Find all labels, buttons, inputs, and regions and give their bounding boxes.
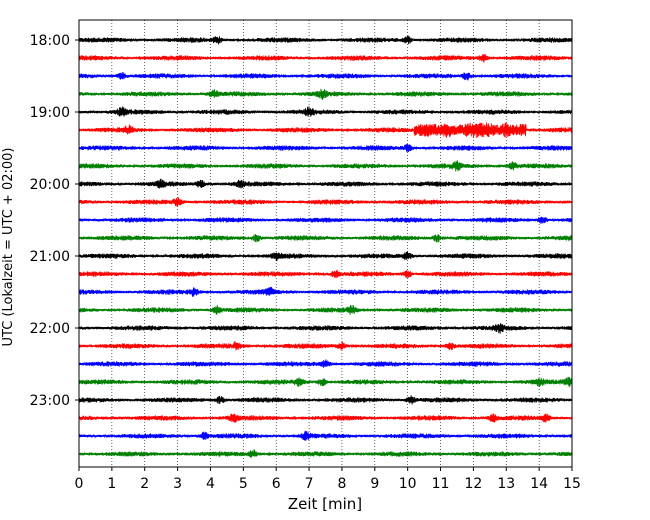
x-tick-label: 15 <box>563 476 581 492</box>
plot-frame <box>78 19 573 468</box>
x-tick-label: 12 <box>464 476 482 492</box>
x-tick-label: 6 <box>272 476 281 492</box>
trace-line <box>78 359 573 368</box>
trace-line <box>78 430 573 441</box>
trace-line <box>78 53 573 63</box>
y-tick-label: 22:00 <box>30 321 70 337</box>
x-tick-label: 3 <box>173 476 182 492</box>
y-axis-label: UTC (Lokalzeit = UTC + 02:00) <box>1 148 16 347</box>
x-tick-label: 0 <box>75 476 84 492</box>
trace-line <box>78 286 573 297</box>
x-tick-label: 14 <box>530 476 548 492</box>
trace-line <box>78 72 573 81</box>
x-tick-label: 5 <box>239 476 248 492</box>
y-tick-label: 18:00 <box>30 33 70 49</box>
trace-line <box>78 305 573 316</box>
trace-line <box>78 122 573 138</box>
x-tick-label: 2 <box>140 476 149 492</box>
trace-line <box>78 216 573 225</box>
trace-line <box>78 106 573 117</box>
x-tick-label: 1 <box>107 476 116 492</box>
x-tick-label: 11 <box>432 476 450 492</box>
vertical-gridlines <box>111 20 540 467</box>
trace-line <box>78 35 573 45</box>
trace-line <box>78 197 573 208</box>
x-tick-label: 7 <box>305 476 314 492</box>
x-tick-label: 13 <box>497 476 515 492</box>
trace-line <box>78 88 573 100</box>
x-tick-label: 10 <box>399 476 417 492</box>
trace-line <box>78 413 573 423</box>
x-tick-label: 4 <box>206 476 215 492</box>
seismic-traces <box>78 35 573 458</box>
trace-line <box>78 269 573 279</box>
x-axis-ticks: 0 1 2 3 4 5 6 7 8 9 10 11 12 13 14 15 <box>75 467 581 492</box>
trace-line <box>78 251 573 262</box>
x-tick-label: 8 <box>337 476 346 492</box>
x-tick-label: 9 <box>370 476 379 492</box>
x-axis-label: Zeit [min] <box>288 495 362 513</box>
trace-line <box>78 178 573 189</box>
y-tick-label: 19:00 <box>30 105 70 121</box>
y-tick-label: 21:00 <box>30 249 70 265</box>
trace-line <box>78 143 573 153</box>
trace-line <box>78 376 573 388</box>
trace-line <box>78 395 573 405</box>
y-axis-ticks: 18:00 19:00 20:00 21:00 22:00 23:00 <box>30 33 79 409</box>
y-tick-label: 23:00 <box>30 393 70 409</box>
y-tick-label: 20:00 <box>30 177 70 193</box>
trace-line <box>78 323 573 334</box>
trace-line <box>78 234 573 243</box>
trace-line <box>78 341 573 351</box>
trace-line <box>78 449 573 458</box>
trace-line <box>78 160 573 172</box>
